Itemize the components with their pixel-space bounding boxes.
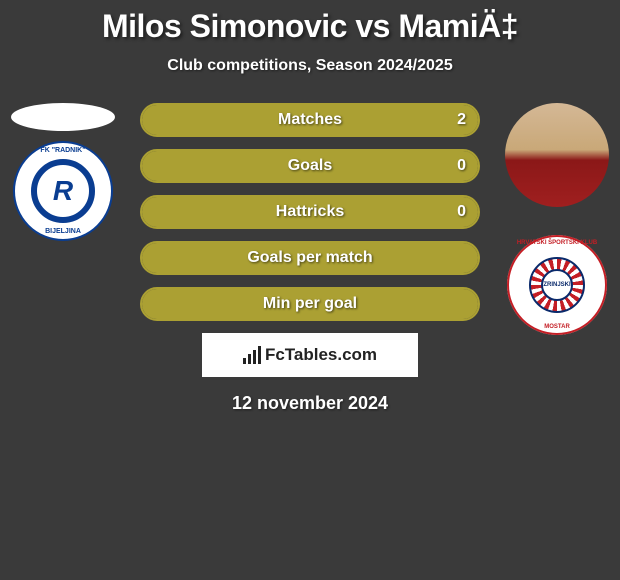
brand-text: FcTables.com [265,345,377,365]
badge-left-text-bottom: BIJELJINA [15,228,111,235]
badge-right-text-top: HRVATSKI ŠPORTSKI KLUB [507,240,607,246]
stat-label: Min per goal [263,295,357,313]
stat-value-right: 2 [457,111,466,129]
page-subtitle: Club competitions, Season 2024/2025 [0,57,620,75]
player-right-photo [505,103,609,207]
stats-bars: Matches 2 Goals 0 Hattricks 0 Goals per match M… [140,103,480,321]
badge-right-center: ZRINJSKI [541,269,573,301]
stat-row: Matches 2 [140,103,480,137]
stat-value-right: 0 [457,203,466,221]
club-badge-right: HRVATSKI ŠPORTSKI KLUB ZRINJSKI MOSTAR [507,235,607,335]
page-title: Milos Simonovic vs MamiÄ‡ [0,0,620,45]
stat-label: Hattricks [276,203,344,221]
stat-row: Goals per match [140,241,480,275]
stat-label: Matches [278,111,342,129]
comparison-content: FK "RADNIK" BIJELJINA HRVATSKI ŠPORTSKI … [0,103,620,414]
stat-row: Hattricks 0 [140,195,480,229]
badge-left-text-top: FK "RADNIK" [15,147,111,154]
date-text: 12 november 2024 [0,393,620,414]
stat-value-right: 0 [457,157,466,175]
brand-icon [243,346,261,364]
left-player-column: FK "RADNIK" BIJELJINA [8,103,118,241]
club-badge-left: FK "RADNIK" BIJELJINA [13,141,113,241]
stat-row: Min per goal [140,287,480,321]
stat-row: Goals 0 [140,149,480,183]
stat-label: Goals per match [247,249,372,267]
stat-label: Goals [288,157,332,175]
right-player-column: HRVATSKI ŠPORTSKI KLUB ZRINJSKI MOSTAR [502,103,612,335]
player-left-photo [11,103,115,131]
brand-box: FcTables.com [202,333,418,377]
badge-right-text-bottom: MOSTAR [507,324,607,330]
